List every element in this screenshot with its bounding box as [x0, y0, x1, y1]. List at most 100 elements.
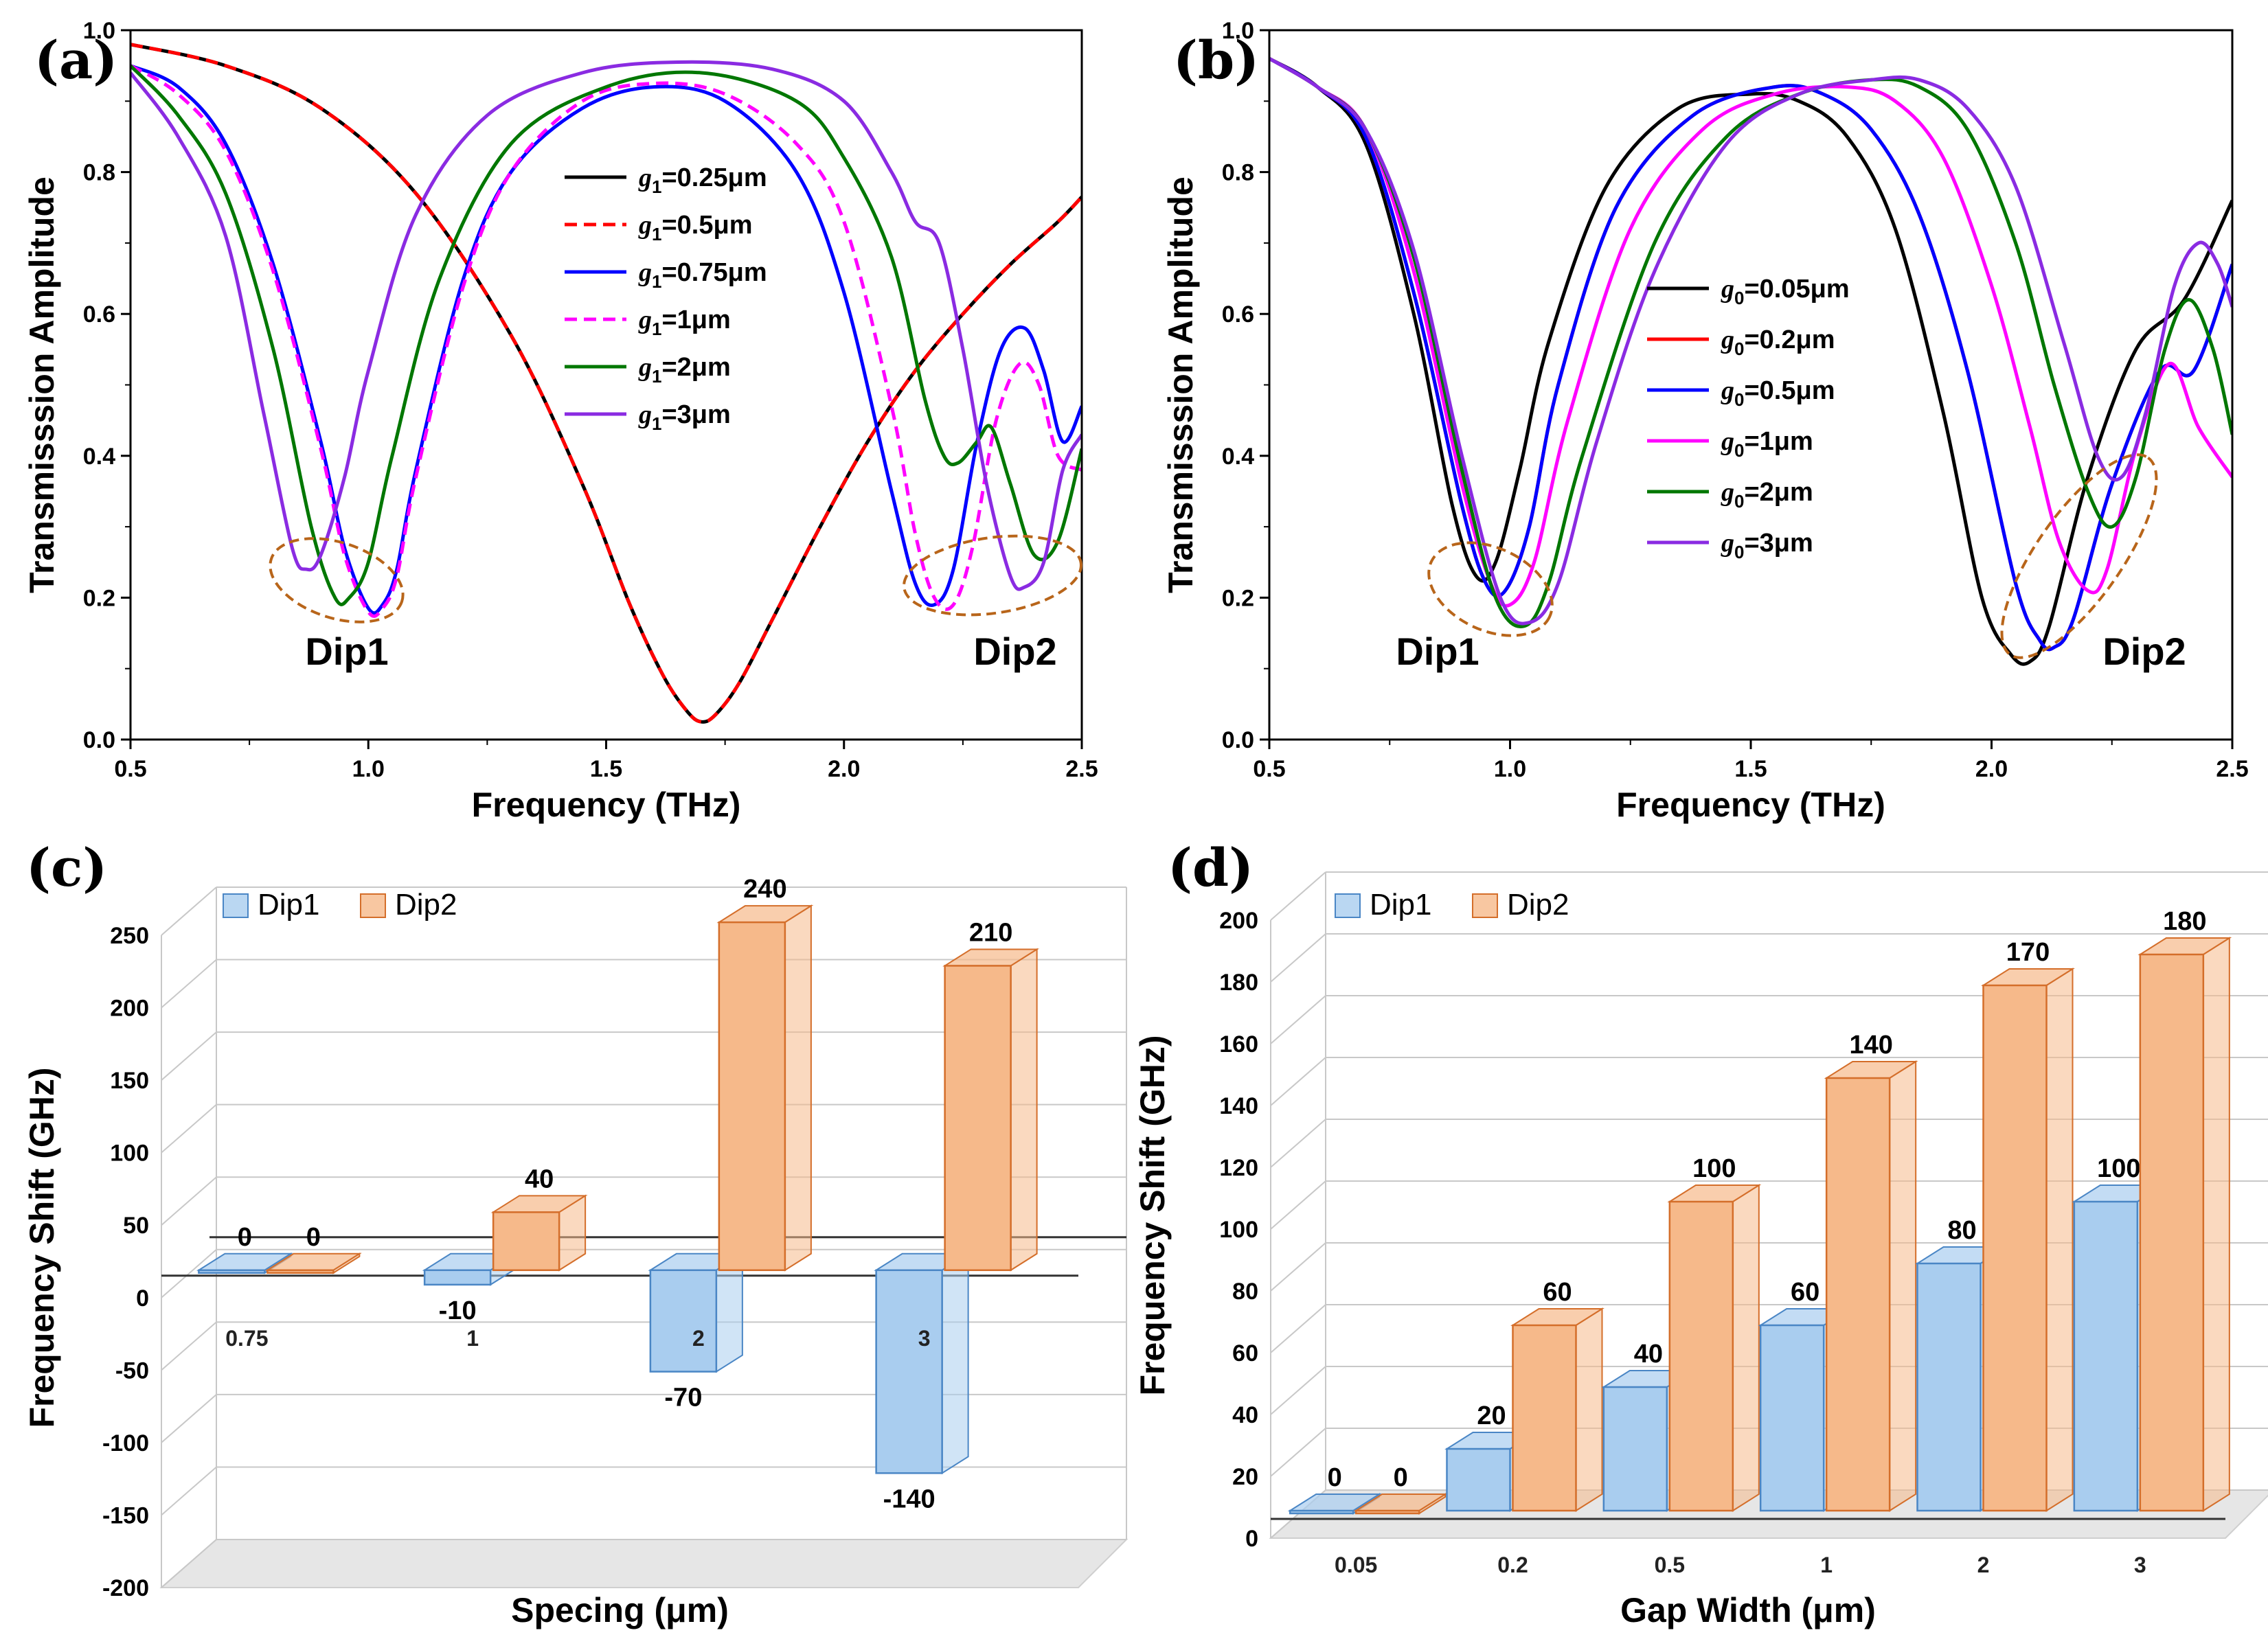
bar-front-face: [2139, 953, 2205, 1512]
bar-front-face: [267, 1269, 334, 1274]
x-tick-label: 1.0: [352, 756, 385, 782]
legend-label-2: g0=0.5μm: [1721, 376, 1835, 410]
y-tick-label: 80: [1232, 1279, 1258, 1305]
series-line-4: [131, 64, 1082, 606]
bar-value-label: 0: [306, 1223, 321, 1252]
bar-value-label: 210: [969, 918, 1012, 947]
y-tick-label: -150: [102, 1502, 149, 1529]
legend-subscript: 0: [1734, 389, 1744, 410]
side-gridline: [1270, 1366, 1326, 1415]
y-tick-label: 1.0: [1222, 18, 1254, 44]
legend-value: =0.5μm: [1744, 376, 1835, 405]
y-tick-label: 0.0: [83, 727, 115, 753]
legend-label-0: Dip1: [1370, 888, 1432, 922]
legend-symbol: g: [638, 400, 652, 429]
legend-label-1: g1=0.5μm: [638, 211, 753, 244]
y-tick-label: 0.6: [1222, 301, 1254, 328]
legend-symbol: g: [1721, 529, 1734, 558]
side-gridline: [1270, 1304, 1326, 1353]
panel-label: (c): [26, 837, 107, 898]
bar-front-face: [718, 921, 786, 1272]
legend-label-0: g0=0.05μm: [1721, 275, 1850, 308]
side-gridline: [1270, 1057, 1326, 1106]
panel-label: (a): [34, 30, 117, 91]
y-tick-label: 250: [110, 923, 149, 949]
bar-front-face: [1916, 1262, 1982, 1512]
bar-front-face: [1512, 1324, 1577, 1512]
bar-side-face: [2045, 968, 2074, 1512]
dip-label-2: Dip2: [2102, 630, 2186, 673]
bar-front-face: [1354, 1509, 1420, 1515]
series-line-5: [1269, 57, 2232, 626]
bar-side-face: [1010, 948, 1038, 1272]
bar-dip2-1: [1510, 1307, 1604, 1512]
side-gridline: [161, 886, 217, 936]
side-gridline: [161, 1394, 217, 1443]
legend-swatch-0: [1335, 893, 1361, 918]
bar-value-label: 60: [1543, 1278, 1572, 1307]
bar-value-label: 140: [1849, 1031, 1892, 1060]
bar-value-label: 240: [743, 875, 786, 904]
x-tick-label: 2.0: [828, 756, 860, 782]
bar-side-face: [1575, 1307, 1603, 1512]
x-tick-label: 0.5: [114, 756, 146, 782]
legend-subscript: 0: [1734, 542, 1744, 562]
bar-value-label: 170: [2006, 938, 2050, 967]
bar-dip2-0: [264, 1252, 362, 1274]
bar-value-label: -70: [664, 1384, 702, 1412]
legend-value: =3μm: [661, 400, 730, 429]
legend-value: =0.2μm: [1744, 325, 1835, 354]
side-gridline: [161, 1103, 217, 1154]
x-category-label: 3: [918, 1326, 931, 1351]
legend-subscript: 1: [652, 413, 661, 434]
legend-label-2: g1=0.75μm: [638, 258, 767, 292]
bar-dip2-1: [490, 1194, 588, 1272]
x-tick-label: 0.5: [1253, 756, 1285, 782]
side-gridline: [1270, 1242, 1326, 1292]
bar-value-label: 100: [2097, 1154, 2140, 1183]
panel-b: 0.5 1.0 1.5 2.0 2.5 0.0 0.2 0.4 0.6 0.8 1.0 Frequen…: [1161, 18, 2249, 824]
bar-value-label: 180: [2163, 907, 2206, 936]
y-axis-title: Transmisssion Amplitude: [23, 176, 61, 593]
x-axis-title: Specing (μm): [511, 1591, 729, 1629]
y-tick-label: 0.4: [1222, 444, 1254, 470]
legend-symbol: g: [1721, 376, 1734, 405]
y-axis-title: Frequency Shift (GHz): [23, 1067, 61, 1428]
panel-label: (d): [1168, 837, 1254, 898]
bar-front-face: [1668, 1200, 1734, 1512]
bar-side-face: [715, 1252, 743, 1373]
legend-subscript: 0: [1734, 440, 1744, 461]
legend-symbol: g: [638, 258, 652, 287]
legend-value: =1μm: [1744, 427, 1813, 456]
bar-dip1-0: [1287, 1493, 1382, 1515]
side-gridline: [1270, 1180, 1326, 1230]
legend-symbol: g: [1721, 275, 1734, 304]
bar-value-label: 40: [525, 1165, 554, 1193]
bar-value-label: 0: [238, 1223, 252, 1252]
x-tick-label: 2.5: [1065, 756, 1098, 782]
legend-subscript: 0: [1734, 288, 1744, 308]
bar-side-face: [941, 1252, 969, 1475]
y-tick-label: -200: [102, 1575, 149, 1601]
legend-value: =0.5μm: [661, 211, 752, 240]
series-group: [1269, 57, 2232, 666]
x-tick-label: 1.5: [1734, 756, 1767, 782]
bar-dip2-2: [716, 904, 814, 1272]
series-line-0: [131, 43, 1082, 724]
bar-front-face: [875, 1269, 943, 1474]
legend-label-5: g1=3μm: [638, 400, 731, 434]
bar-front-face: [423, 1269, 492, 1286]
legend-label-5: g0=3μm: [1721, 529, 1813, 562]
y-tick-label: 0: [136, 1285, 149, 1312]
y-tick-label: 140: [1219, 1093, 1258, 1119]
bar-dip2-0: [1353, 1493, 1448, 1515]
bar-front-face: [649, 1269, 718, 1373]
bar-value-label: 80: [1947, 1216, 1976, 1245]
legend-symbol: g: [638, 353, 652, 382]
bar-front-face: [1446, 1447, 1511, 1512]
y-tick-label: 120: [1219, 1155, 1258, 1181]
dip-ellipse-1: [269, 537, 405, 623]
legend-subscript: 0: [1734, 339, 1744, 359]
side-gridline: [161, 1466, 217, 1516]
legend-symbol: g: [1721, 427, 1734, 456]
